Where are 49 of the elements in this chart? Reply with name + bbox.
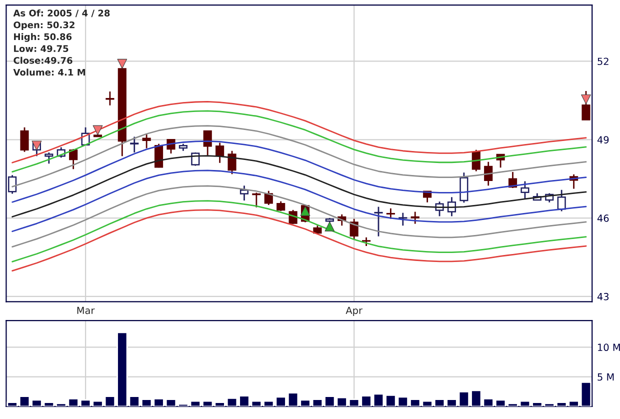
point: [324, 221, 335, 232]
candlestick: [8, 174, 17, 194]
candlestick: [20, 126, 29, 153]
candlestick: [142, 134, 151, 149]
candlestick: [264, 190, 273, 206]
y-tick-label: 43: [597, 292, 609, 300]
annotation: As Of: 2005 / 4 / 28: [13, 9, 110, 18]
point: [300, 206, 310, 216]
candlestick: [106, 90, 114, 106]
y-tick-label: 5 M: [598, 373, 614, 381]
y-tick-label: 52: [598, 58, 608, 66]
annotation: High: 50.86: [14, 33, 72, 42]
candlestick: [410, 211, 420, 224]
candlestick: [386, 208, 395, 220]
point: [117, 58, 128, 69]
candlestick: [252, 192, 261, 208]
candlestick: [374, 206, 383, 238]
line-series: [12, 209, 587, 272]
x-tick-label: Apr: [346, 306, 362, 316]
candlestick: [520, 180, 530, 200]
line-series: [12, 110, 587, 172]
candlestick: [350, 218, 358, 240]
candlestick: [557, 189, 566, 212]
y-tick-label: 10 M: [598, 344, 620, 352]
point: [581, 94, 591, 104]
annotation: Open: 50.32: [14, 21, 74, 30]
candlestick: [582, 90, 590, 121]
annotation: Low: 49.75: [14, 45, 68, 52]
candlestick: [484, 161, 493, 186]
y-tick-label: 49: [597, 136, 609, 144]
candlestick: [228, 150, 236, 175]
candlestick: [130, 136, 139, 154]
candlestick: [69, 148, 78, 170]
line-series: [12, 125, 587, 188]
line-series: [12, 200, 587, 262]
point: [92, 125, 103, 136]
candlestick: [44, 152, 54, 164]
x-tick-label: Mar: [77, 306, 95, 314]
candlestick: [472, 149, 480, 172]
candlestick: [240, 184, 249, 202]
candlestick: [216, 142, 224, 164]
candlestick: [276, 200, 286, 212]
y-tick-label: 46: [597, 214, 609, 222]
candlestick: [460, 172, 468, 204]
candlestick: [398, 212, 408, 226]
line-series: [12, 185, 587, 248]
annotation: Volume: 4.1 M: [13, 68, 86, 76]
annotation: Close:49.76: [14, 56, 72, 64]
line-series: [12, 170, 587, 232]
